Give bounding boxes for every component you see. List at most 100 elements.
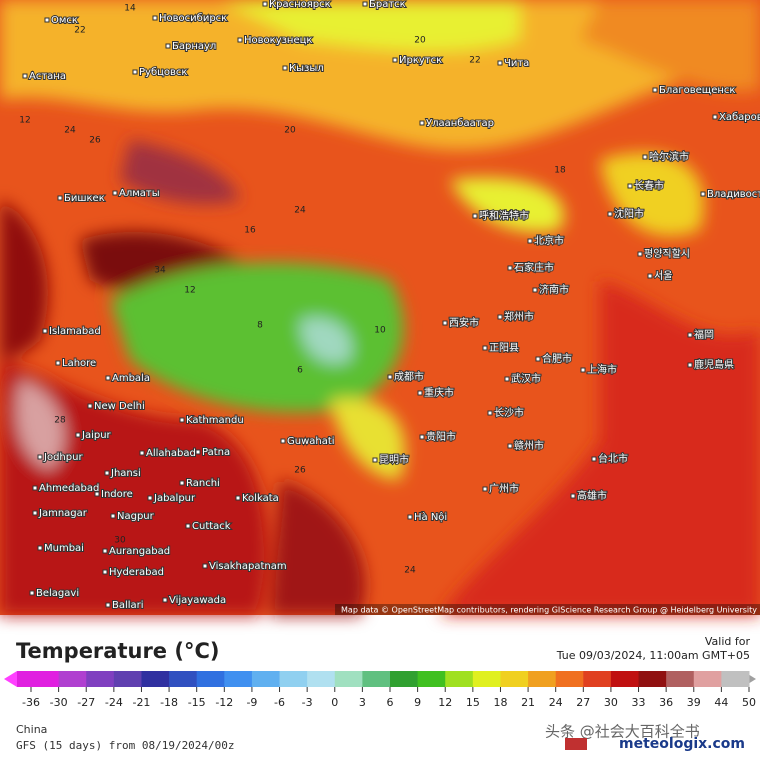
city-label: Allahabad: [146, 448, 196, 459]
city-label: 赣州市: [514, 439, 544, 452]
city-marker: [22, 73, 28, 79]
city-label: Алматы: [119, 188, 160, 199]
city-marker: [591, 456, 597, 462]
city-marker: [652, 87, 658, 93]
colorbar-tick-label: 50: [742, 696, 756, 709]
city-marker: [195, 449, 201, 455]
temperature-label: 20: [414, 36, 426, 46]
city-label: Владивосток: [707, 189, 760, 200]
colorbar-segment: [500, 671, 529, 687]
city-marker: [37, 454, 43, 460]
city-label: 重庆市: [424, 386, 454, 399]
city-label: 广州市: [489, 482, 519, 495]
city-marker: [42, 328, 48, 334]
city-label: 武汉市: [511, 372, 541, 385]
colorbar-segment: [169, 671, 198, 687]
region: China: [16, 723, 47, 736]
city-label: Астана: [29, 71, 66, 82]
city-marker: [32, 510, 38, 516]
city-label: New Delhi: [94, 401, 145, 412]
city-marker: [362, 1, 368, 7]
city-label: 福岡: [694, 328, 714, 341]
city-label: Ahmedabad: [39, 483, 99, 494]
colorbar-low-end: [4, 671, 17, 687]
city-label: Бишкек: [64, 193, 105, 204]
city-label: 成都市: [394, 370, 424, 383]
temperature-label: 22: [469, 56, 480, 66]
temperature-label: 16: [244, 226, 256, 236]
watermark: 头条 @社会大百科全书: [545, 723, 700, 741]
city-label: Belagavi: [36, 588, 79, 599]
city-label: Красноярск: [269, 0, 331, 10]
city-label: Улаанбаатар: [426, 118, 494, 129]
city-marker: [642, 154, 648, 160]
city-marker: [32, 485, 38, 491]
colorbar-segment: [528, 671, 557, 687]
temperature-label: 30: [114, 536, 126, 546]
city-label: Mumbai: [44, 543, 84, 554]
colorbar-tick-label: -36: [22, 696, 40, 709]
temperature-label: 24: [294, 206, 306, 216]
city-label: Jhansi: [110, 468, 141, 479]
city-marker: [102, 548, 108, 554]
temperature-label: 24: [64, 126, 76, 136]
colorbar-segment: [721, 671, 750, 687]
colorbar-tick-label: 33: [632, 696, 646, 709]
city-marker: [504, 376, 510, 382]
colorbar-tick-label: 18: [493, 696, 507, 709]
city-label: 평양직할시: [644, 248, 690, 260]
city-marker: [235, 495, 241, 501]
city-label: 台北市: [598, 452, 628, 465]
colorbar-segment: [58, 671, 87, 687]
city-label: 서울: [654, 270, 672, 282]
city-marker: [700, 191, 706, 197]
colorbar-segment: [141, 671, 170, 687]
temperature-label: 8: [257, 321, 263, 331]
city-label: 哈尔滨市: [649, 150, 689, 163]
legend: Temperature (°C) Valid for Tue 09/03/202…: [4, 635, 756, 709]
colorbar-tick-label: 39: [687, 696, 701, 709]
city-marker: [237, 37, 243, 43]
city-marker: [482, 345, 488, 351]
colorbar-tick-label: 21: [521, 696, 535, 709]
colorbar-segment: [113, 671, 142, 687]
city-label: 西安市: [449, 316, 479, 329]
city-marker: [75, 432, 81, 438]
city-label: Patna: [202, 447, 230, 458]
colorbar-segment: [390, 671, 419, 687]
temperature-label: 34: [154, 266, 166, 276]
colorbar-tick-label: -6: [274, 696, 285, 709]
map: Омск Новосибирск Красноярск Братск Барнаул Но…: [0, 0, 760, 615]
city-marker: [112, 190, 118, 196]
city-label: Новокузнецк: [244, 35, 312, 46]
colorbar-tick-label: -15: [188, 696, 206, 709]
city-marker: [535, 356, 541, 362]
city-marker: [179, 417, 185, 423]
city-label: 上海市: [587, 363, 617, 376]
city-marker: [57, 195, 63, 201]
city-label: Ballari: [112, 600, 144, 611]
city-label: 郑州市: [504, 310, 534, 323]
city-marker: [104, 470, 110, 476]
colorbar-segment: [334, 671, 363, 687]
city-label: Рубцовск: [139, 67, 187, 78]
city-label: Ambala: [112, 373, 150, 384]
city-marker: [139, 450, 145, 456]
attribution: Map data © OpenStreetMap contributors, r…: [341, 606, 757, 615]
colorbar-segment: [31, 671, 60, 687]
colorbar-tick-label: -18: [160, 696, 178, 709]
city-marker: [147, 495, 153, 501]
city-marker: [712, 114, 718, 120]
temperature-label: 24: [404, 566, 416, 576]
city-marker: [507, 443, 513, 449]
colorbar-tick-label: 44: [714, 696, 728, 709]
colorbar-segment: [86, 671, 115, 687]
model-run: GFS (15 days) from 08/19/2024/00z: [16, 739, 235, 752]
city-marker: [637, 251, 643, 257]
city-marker: [607, 211, 613, 217]
city-label: 长春市: [634, 179, 664, 192]
city-label: 昆明市: [379, 453, 409, 466]
city-marker: [417, 390, 423, 396]
city-label: Aurangabad: [109, 546, 170, 557]
city-marker: [202, 563, 208, 569]
